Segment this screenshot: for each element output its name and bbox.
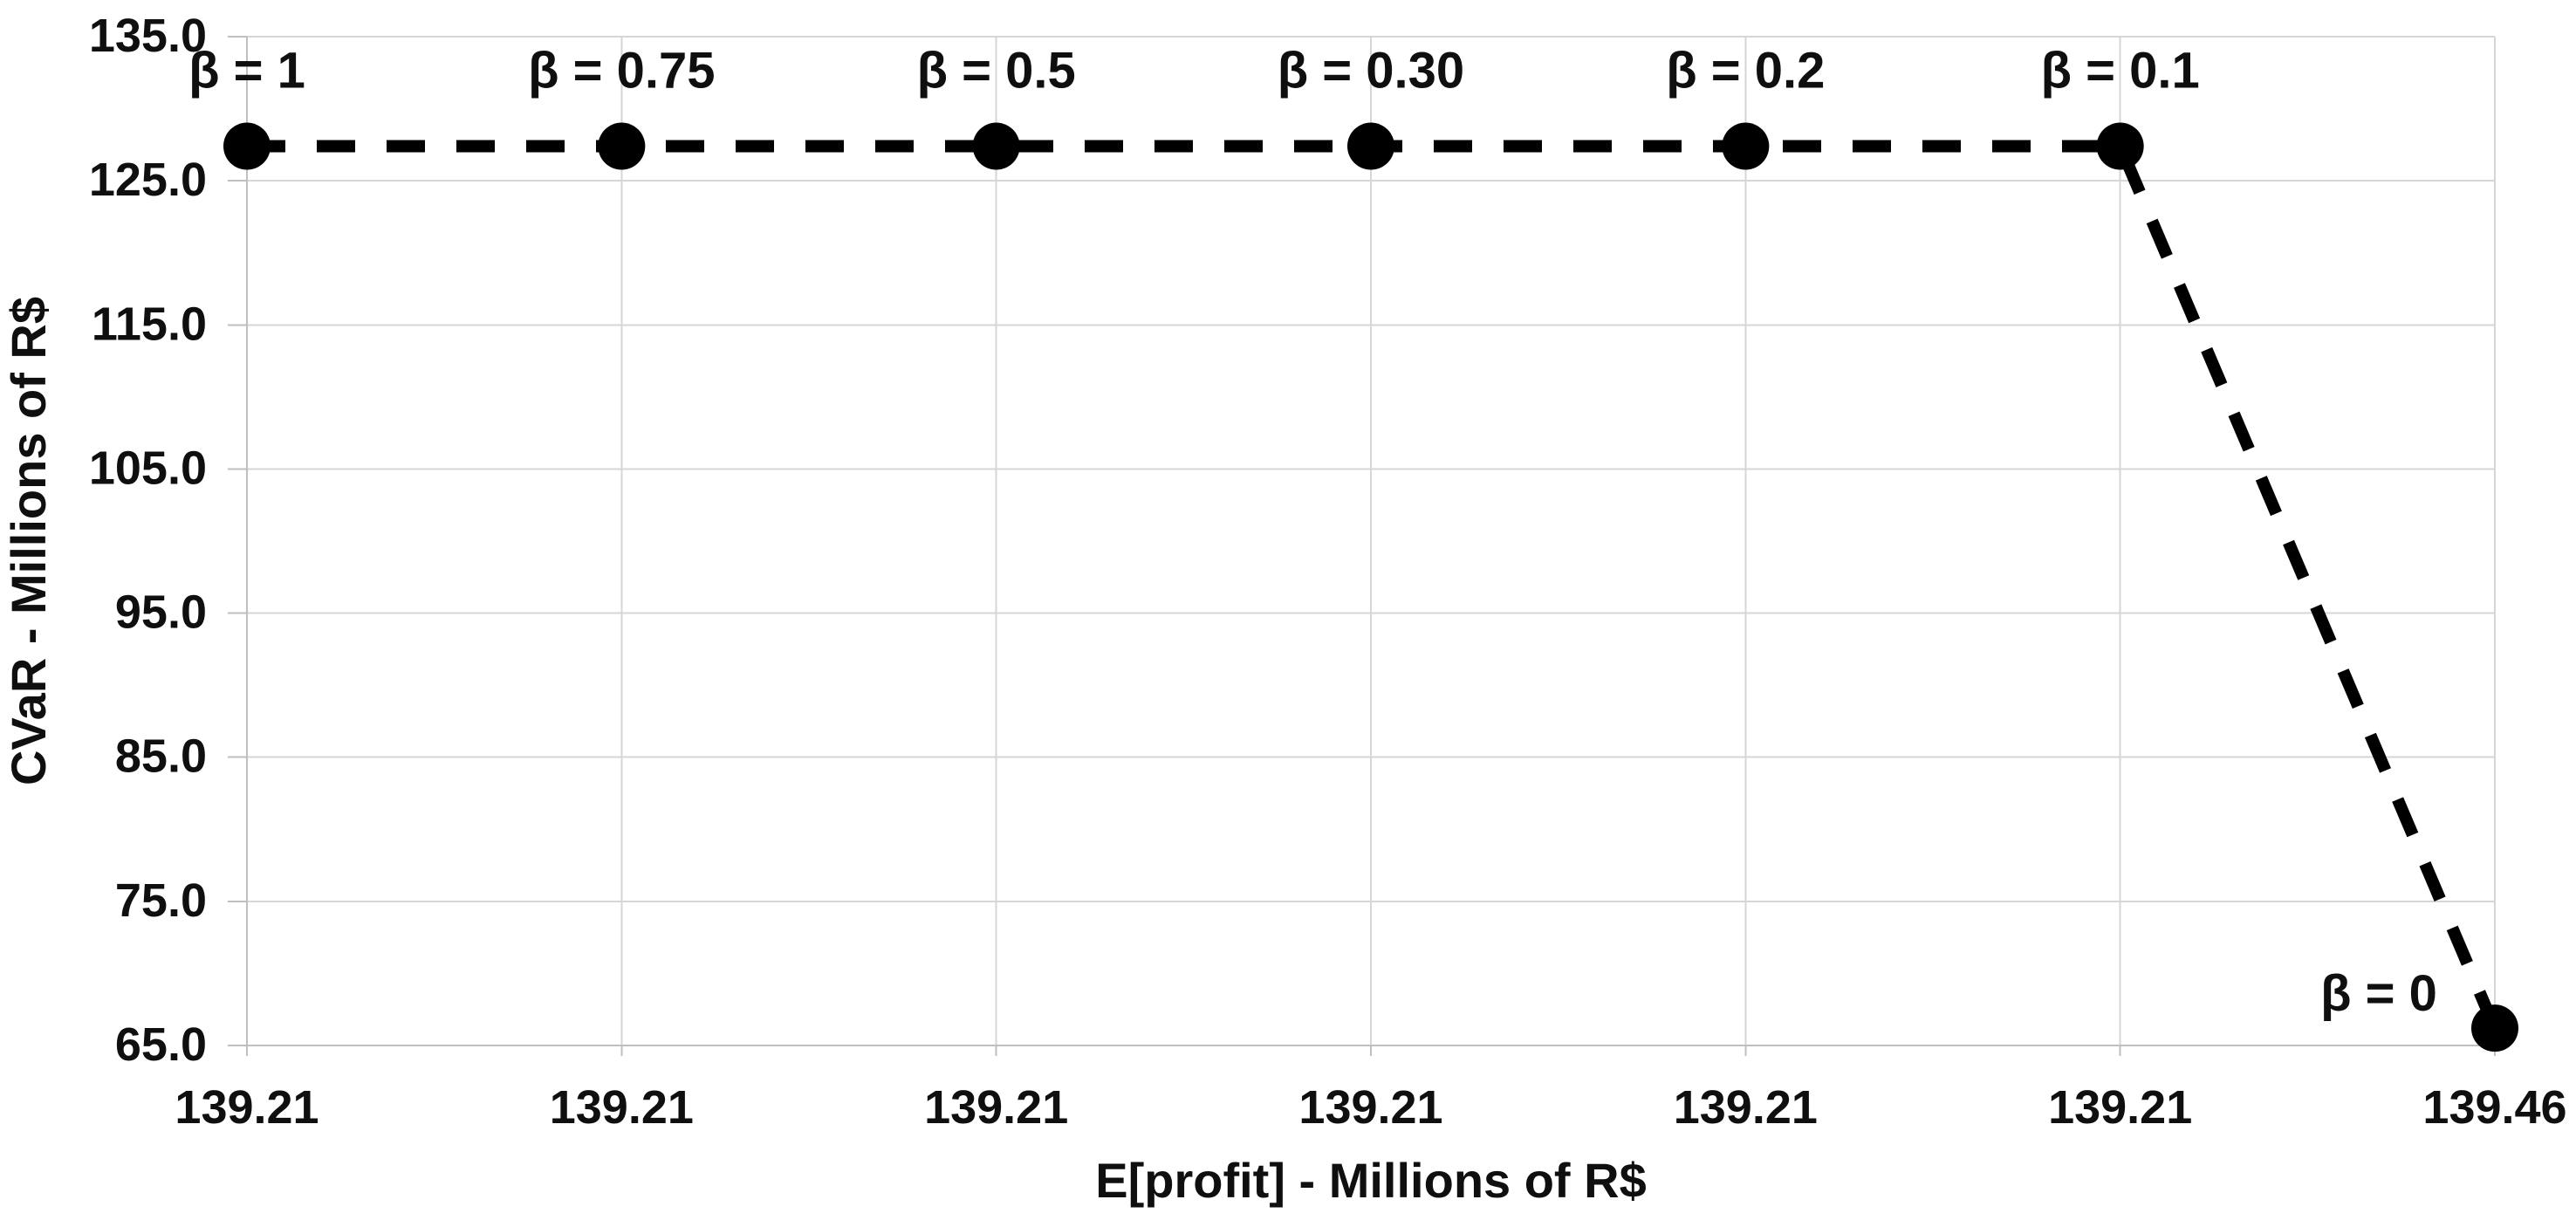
data-point-marker <box>2096 122 2144 170</box>
x-axis-title: E[profit] - Millions of R$ <box>1095 1153 1646 1208</box>
x-tick-label: 139.21 <box>924 1081 1068 1134</box>
point-label: β = 0 <box>2320 965 2437 1022</box>
data-point-marker <box>972 122 1020 170</box>
y-tick-label: 125.0 <box>89 154 207 206</box>
data-point-marker <box>2471 1004 2518 1052</box>
y-tick-label: 115.0 <box>92 298 207 350</box>
x-tick-label: 139.21 <box>550 1081 694 1134</box>
point-label: β = 0.5 <box>917 43 1076 99</box>
x-tick-label: 139.21 <box>1298 1081 1442 1134</box>
point-label: β = 0.30 <box>1278 43 1464 99</box>
data-point-marker <box>1347 122 1394 170</box>
data-point-marker <box>223 122 271 170</box>
data-point-marker <box>598 122 646 170</box>
x-tick-label: 139.21 <box>2048 1081 2192 1134</box>
y-tick-label: 75.0 <box>115 874 207 927</box>
x-tick-label: 139.21 <box>175 1081 319 1134</box>
y-axis-title: CVaR - Millions of R$ <box>1 297 56 785</box>
x-tick-label: 139.46 <box>2422 1081 2566 1134</box>
point-label: β = 1 <box>188 43 305 99</box>
point-label: β = 0.1 <box>2041 43 2200 99</box>
point-label: β = 0.75 <box>528 43 715 99</box>
y-tick-label: 95.0 <box>115 586 207 639</box>
y-tick-label: 85.0 <box>115 730 207 783</box>
x-tick-label: 139.21 <box>1674 1081 1818 1134</box>
y-tick-label: 65.0 <box>115 1018 207 1071</box>
point-label: β = 0.2 <box>1666 43 1825 99</box>
data-point-marker <box>1722 122 1770 170</box>
y-tick-label: 135.0 <box>89 10 207 62</box>
y-tick-label: 105.0 <box>89 442 207 494</box>
